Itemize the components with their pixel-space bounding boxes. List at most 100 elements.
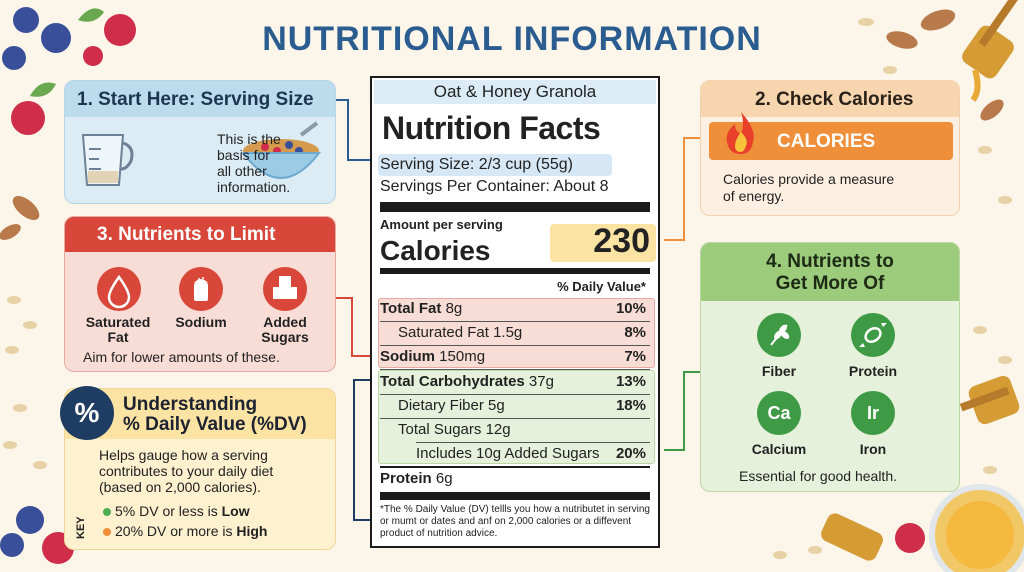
product-name: Oat & Honey Granola (374, 80, 656, 104)
heading-line: 4. Nutrients to (766, 251, 894, 272)
footnote: *The % Daily Value (DV) tellls you how a… (380, 504, 650, 539)
row-divider (380, 394, 650, 395)
key-high: 20% DV or more is High (103, 523, 267, 539)
calories-value: 230 (593, 222, 650, 260)
serving-size-description: This is the basis for all other informat… (217, 131, 290, 195)
daily-value-header: % Daily Value* (557, 279, 646, 294)
limit-connector (336, 297, 372, 357)
nutrient-row-total-sugars: Total Sugars 12g (380, 419, 650, 441)
text-line: all other (217, 163, 267, 179)
flame-icon (726, 112, 754, 154)
label-line: Added (263, 314, 307, 330)
good-highlight (378, 370, 655, 464)
label-line: Sugars (261, 329, 309, 345)
nutrient-amount: 8g (445, 300, 463, 317)
nutrient-amount: 1.5g (493, 324, 523, 341)
honey-dipper-icon (962, 0, 1020, 102)
calories-card-heading: 2. Check Calories (701, 81, 959, 117)
oat-flakes-icon (3, 296, 47, 469)
nutrient-row-protein: Protein 6g (380, 468, 650, 490)
nutrient-amount: 6g (435, 470, 453, 487)
calories-bar: CALORIES (709, 112, 953, 160)
nutrient-dv: 7% (624, 348, 646, 365)
row-divider (380, 321, 650, 322)
saturated-fat-label: Saturated Fat (75, 315, 161, 345)
key-low-text: 5% DV or less is (115, 503, 222, 519)
nutrition-facts-label: Oat & Honey Granola Nutrition Facts Serv… (370, 76, 660, 548)
calories-value-highlight (550, 224, 656, 262)
text-line: (based on 2,000 calories). (99, 479, 261, 495)
calcium-icon: Ca (757, 391, 801, 435)
key-high-word: High (236, 523, 268, 539)
label-line: Saturated (85, 314, 151, 330)
thick-divider (380, 268, 650, 274)
nutrient-name: Protein (380, 470, 432, 487)
text-line: basis for (217, 147, 270, 163)
candy-icon (851, 313, 895, 357)
nutrients-to-limit-heading: 3. Nutrients to Limit (65, 217, 335, 252)
servings-per-container: Servings Per Container: About 8 (380, 178, 609, 195)
salt-shaker-icon (179, 267, 223, 311)
nutrient-row-added-sugars: Includes 10g Added Sugars 20% (380, 443, 650, 465)
cereal-bowl-icon (241, 121, 322, 179)
daily-value-card: Understanding % Daily Value (%DV) Helps … (64, 388, 336, 550)
text-line: contributes to your daily diet (99, 463, 274, 479)
droplet-icon (97, 267, 141, 311)
honey-dipper-icon (959, 375, 1020, 425)
iron-icon: Ir (851, 391, 895, 435)
calories-bar-label: CALORIES (777, 131, 876, 152)
row-divider (416, 442, 650, 443)
nutrient-name: Total Fat (380, 300, 442, 317)
fiber-label: Fiber (761, 363, 797, 379)
nutrient-dv: 10% (615, 300, 646, 317)
wheat-icon (757, 313, 801, 357)
heading-line: Get More Of (775, 273, 885, 294)
iron-label: Iron (859, 441, 887, 457)
nutrient-row-sodium: Sodium 150mg 7% (380, 346, 650, 368)
calcium-label: Calcium (751, 441, 807, 457)
blueberry-icon (2, 7, 71, 70)
key-low: 5% DV or less is Low (103, 503, 250, 519)
honey-dipper-icon (821, 513, 883, 561)
daily-value-heading: Understanding % Daily Value (%DV) (123, 395, 307, 435)
low-dot-icon (103, 508, 111, 516)
nutrient-name: Includes 10g Added Sugars (416, 445, 600, 462)
dv-connector (353, 379, 372, 521)
text-line: Helps gauge how a serving (99, 447, 268, 463)
nutrient-name: Total Carbohydrates (380, 373, 525, 390)
get-more-heading: 4. Nutrients to Get More Of (701, 243, 959, 301)
serving-size-heading: 1. Start Here: Serving Size (65, 81, 335, 117)
nutrient-dv: 13% (615, 373, 646, 390)
protein-label: Protein (848, 363, 898, 379)
limit-highlight (378, 298, 655, 368)
label-line: Fat (107, 329, 129, 345)
sugar-cubes-icon (263, 267, 307, 311)
calories-description: Calories provide a measure of energy. (723, 171, 894, 205)
calories-connector (664, 137, 700, 241)
nutrient-row-total-carbohydrates: Total Carbohydrates 37g 13% (380, 371, 650, 393)
page-title: NUTRITIONAL INFORMATION (262, 20, 762, 58)
raspberry-icon (895, 523, 925, 553)
leaf-icon (78, 8, 104, 22)
nutrient-amount: 37g (528, 373, 554, 390)
serving-size-connector (336, 99, 374, 161)
nutrient-name: Total Sugars (398, 421, 482, 438)
added-sugars-label: Added Sugars (242, 315, 328, 345)
daily-value-description: Helps gauge how a serving contributes to… (99, 447, 273, 495)
measuring-cup-icon (81, 134, 134, 186)
text-line: of energy. (723, 188, 785, 204)
nutrient-name: Saturated Fat (398, 324, 489, 341)
percent-badge-icon: % (60, 386, 114, 440)
nutrients-to-get-more-card: 4. Nutrients to Get More Of Ca Ir Fiber … (700, 242, 960, 492)
calories-label: Calories (380, 235, 491, 266)
nutrient-dv: 18% (615, 397, 646, 414)
nutrient-row-saturated-fat: Saturated Fat 1.5g 8% (380, 322, 650, 344)
almond-icon (0, 196, 40, 240)
heading-line: % Daily Value (%DV) (123, 414, 307, 435)
row-divider (380, 369, 650, 370)
nutrient-row-dietary-fiber: Dietary Fiber 5g 18% (380, 395, 650, 417)
limit-note: Aim for lower amounts of these. (83, 349, 280, 365)
key-low-word: Low (221, 503, 250, 519)
nutrient-amount: 12g (485, 421, 511, 438)
